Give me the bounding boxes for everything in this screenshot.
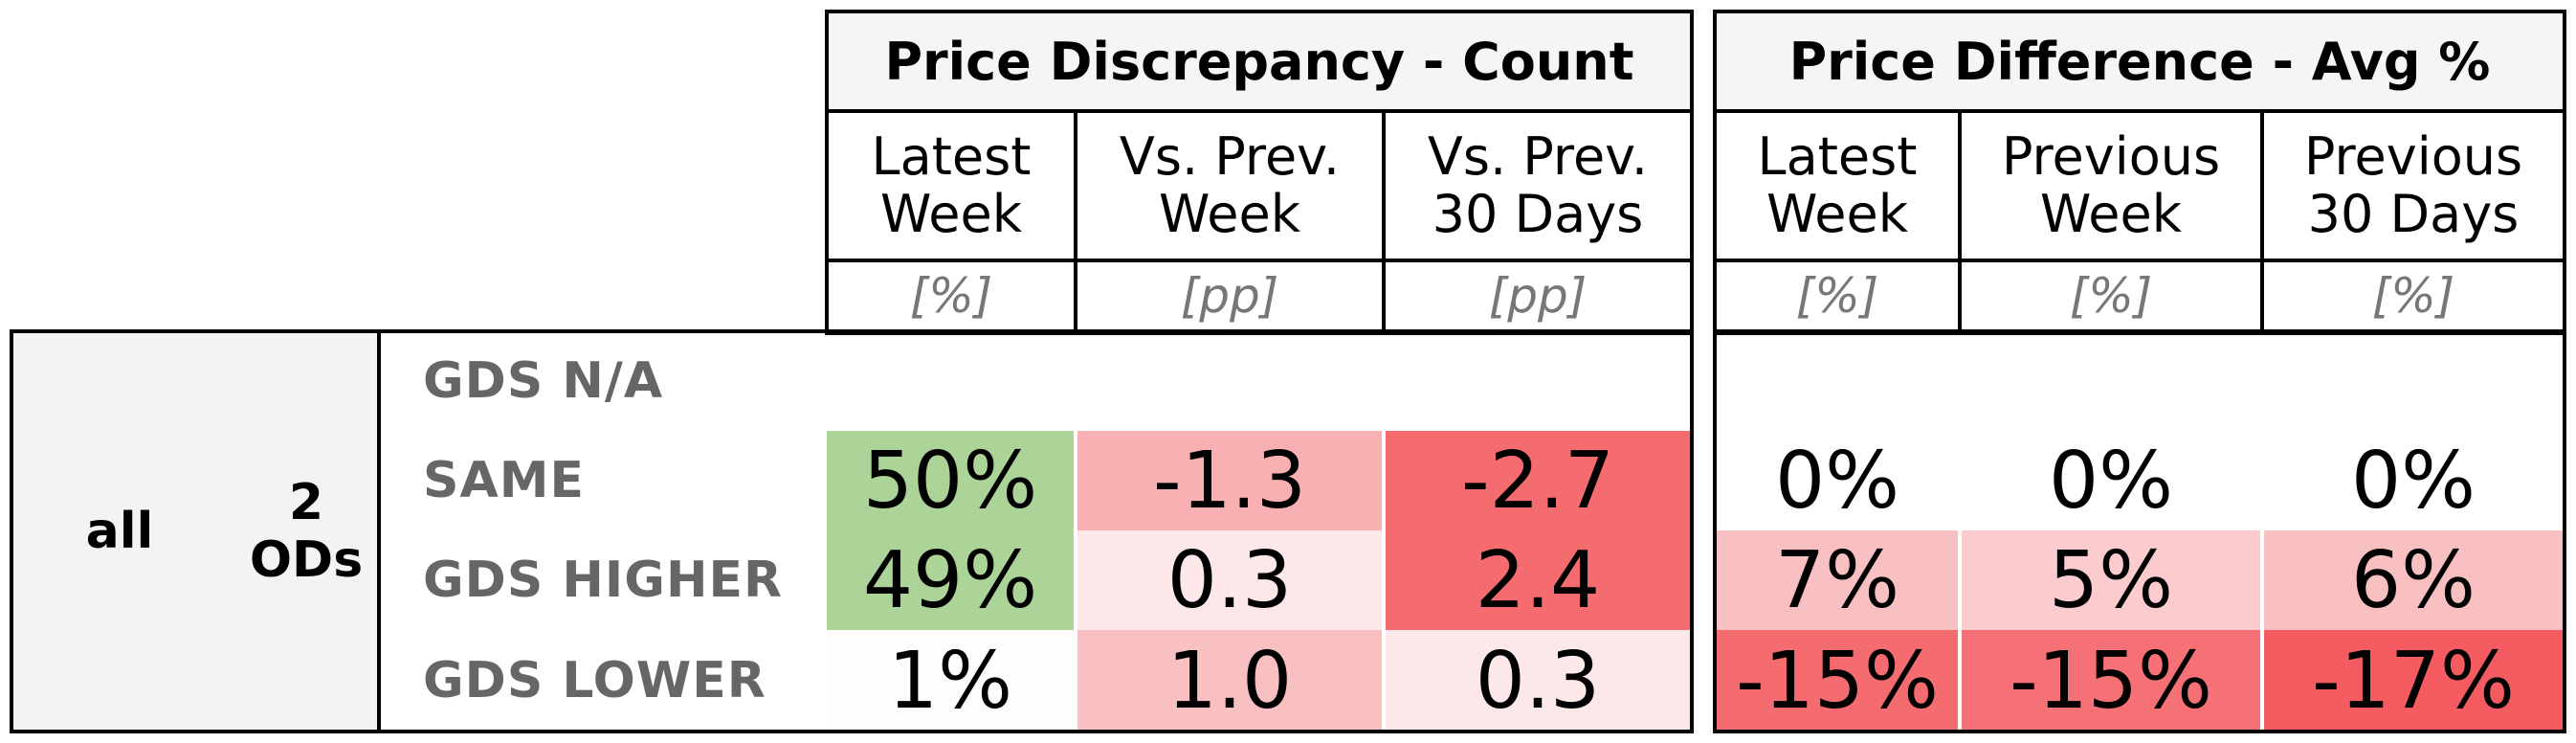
cell-difference-gds-higher-1: 5% — [1962, 530, 2260, 630]
header-divider — [1713, 109, 2566, 113]
cell-discrepancy-gds-lower-2: 0.3 — [1386, 630, 1690, 732]
header-divider — [825, 259, 1694, 262]
cell-discrepancy-gds-higher-0: 49% — [827, 530, 1074, 630]
cell-discrepancy-gds-higher-2: 2.4 — [1386, 530, 1690, 630]
cell-difference-gds-lower-2: -17% — [2264, 630, 2563, 732]
cell-difference-gds-n-a-0 — [1717, 331, 1958, 431]
header-divider — [825, 109, 1694, 113]
column-divider — [1074, 109, 1077, 335]
cell-difference-same-1: 0% — [1962, 431, 2260, 530]
unit-disc-prev-30: [pp] — [1488, 268, 1588, 324]
row-label-gds-na: GDS N/A — [423, 352, 664, 410]
cell-discrepancy-gds-higher-1: 0.3 — [1077, 530, 1382, 630]
cell-discrepancy-same-0: 50% — [827, 431, 1074, 530]
cell-difference-gds-higher-2: 6% — [2264, 530, 2563, 630]
cell-difference-gds-higher-0: 7% — [1717, 530, 1958, 630]
col-header-disc-prev-30: Vs. Prev. 30 Days — [1427, 126, 1649, 244]
body-border-right — [1713, 329, 2566, 733]
column-divider — [1382, 109, 1386, 335]
body-border-left — [10, 329, 1694, 733]
header-border-group1 — [825, 10, 1694, 335]
cell-discrepancy-same-2: -2.7 — [1386, 431, 1690, 530]
header-divider — [1713, 259, 2566, 262]
cell-discrepancy-gds-lower-1: 1.0 — [1077, 630, 1382, 732]
unit-disc-prev-week: [pp] — [1180, 268, 1279, 324]
row-label-gds-lower: GDS LOWER — [423, 652, 766, 709]
cell-difference-gds-lower-0: -15% — [1717, 630, 1958, 732]
column-divider — [2260, 109, 2264, 335]
header-border-group2 — [1713, 10, 2566, 335]
cell-discrepancy-gds-n-a-1 — [1077, 331, 1382, 431]
cell-discrepancy-gds-lower-0: 1% — [827, 630, 1074, 732]
dimension-divider — [377, 329, 381, 733]
cell-discrepancy-gds-n-a-2 — [1386, 331, 1690, 431]
col-header-diff-prev-30: Previous 30 Days — [2303, 126, 2523, 244]
row-label-gds-higher: GDS HIGHER — [423, 552, 784, 609]
unit-diff-prev-30: [%] — [2371, 268, 2455, 324]
cell-difference-gds-lower-1: -15% — [1962, 630, 2260, 732]
cell-difference-gds-n-a-1 — [1962, 331, 2260, 431]
cell-discrepancy-gds-n-a-0 — [827, 331, 1074, 431]
col-header-disc-latest: Latest Week — [871, 126, 1032, 244]
col-header-diff-latest: Latest Week — [1757, 126, 1918, 244]
dimension-all: all — [85, 503, 154, 560]
dimension-panel — [11, 331, 379, 732]
group-title-discrepancy: Price Discrepancy - Count — [827, 11, 1692, 111]
cell-difference-same-0: 0% — [1717, 431, 1958, 530]
cell-difference-same-2: 0% — [2264, 431, 2563, 530]
cell-difference-gds-n-a-2 — [2264, 331, 2563, 431]
col-header-disc-prev-week: Vs. Prev. Week — [1119, 126, 1341, 244]
row-label-same: SAME — [423, 452, 585, 509]
unit-diff-prev-week: [%] — [2069, 268, 2153, 324]
column-divider — [1958, 109, 1962, 335]
group-title-difference: Price Difference - Avg % — [1715, 11, 2565, 111]
col-header-diff-prev-week: Previous Week — [2001, 126, 2221, 244]
unit-disc-latest: [%] — [909, 268, 993, 324]
cell-discrepancy-same-1: -1.3 — [1077, 431, 1382, 530]
unit-diff-latest: [%] — [1795, 268, 1879, 324]
dimension-ods: 2 ODs — [249, 474, 364, 589]
